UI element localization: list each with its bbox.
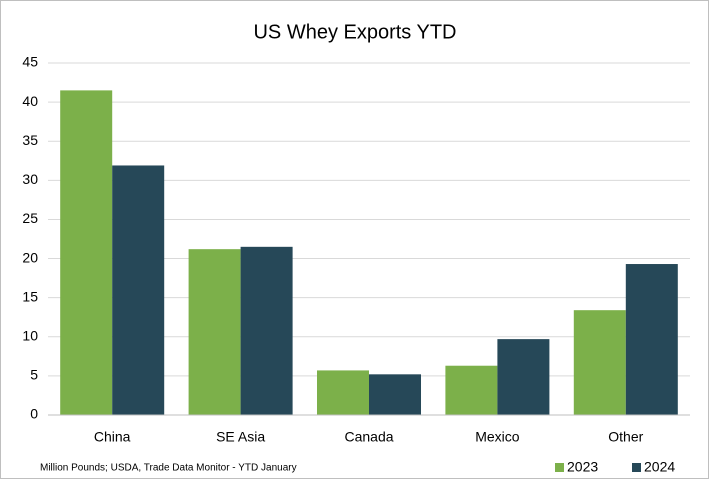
legend-swatch <box>555 463 564 472</box>
bar <box>316 370 369 415</box>
y-tick-label: 30 <box>22 171 38 187</box>
bar <box>60 90 113 415</box>
y-tick-label: 0 <box>30 406 38 422</box>
bar <box>573 310 626 415</box>
bar <box>112 165 165 415</box>
y-tick-label: 15 <box>22 288 38 304</box>
legend-label: 2024 <box>644 459 675 475</box>
x-tick-label: Canada <box>344 429 393 445</box>
bar <box>497 339 550 415</box>
x-tick-label: China <box>94 429 131 445</box>
y-tick-label: 25 <box>22 210 38 226</box>
y-tick-label: 20 <box>22 249 38 265</box>
legend-label: 2023 <box>567 459 598 475</box>
legend-swatch <box>632 463 641 472</box>
bar <box>188 249 241 415</box>
y-tick-label: 5 <box>30 367 38 383</box>
y-tick-label: 45 <box>22 54 38 70</box>
bar <box>445 365 498 415</box>
y-tick-label: 10 <box>22 327 38 343</box>
y-tick-label: 35 <box>22 132 38 148</box>
footnote: Million Pounds; USDA, Trade Data Monitor… <box>40 463 297 474</box>
bar <box>369 374 422 415</box>
chart-title: US Whey Exports YTD <box>253 21 456 43</box>
x-tick-label: Other <box>608 429 643 445</box>
bar <box>240 246 293 415</box>
x-tick-label: Mexico <box>475 429 520 445</box>
bar <box>625 264 678 415</box>
x-tick-label: SE Asia <box>216 429 265 445</box>
y-tick-label: 40 <box>22 93 38 109</box>
